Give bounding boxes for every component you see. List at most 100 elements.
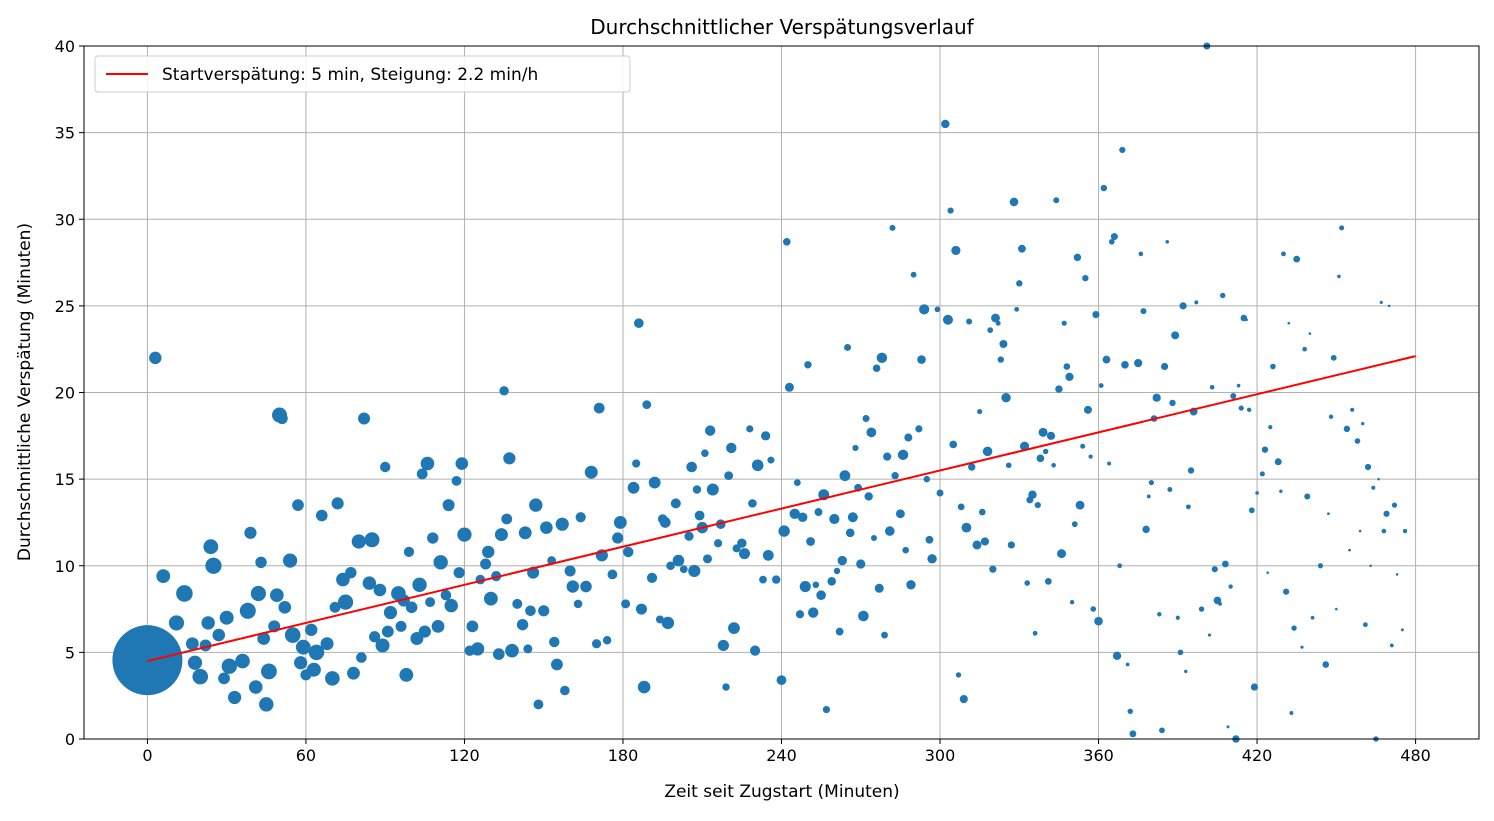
- data-point: [776, 675, 787, 685]
- data-point: [806, 537, 815, 546]
- data-point: [1007, 541, 1015, 549]
- data-point: [261, 663, 277, 680]
- data-point: [1094, 616, 1103, 626]
- data-point: [373, 583, 387, 597]
- data-point: [1304, 493, 1311, 500]
- data-point: [1009, 197, 1019, 207]
- data-point: [1090, 606, 1097, 612]
- data-point: [829, 513, 840, 525]
- y-tick-label: 25: [55, 297, 75, 316]
- data-point: [1248, 507, 1255, 514]
- data-point: [362, 576, 377, 590]
- data-point: [627, 481, 640, 494]
- data-point: [284, 627, 301, 643]
- data-point: [874, 583, 884, 593]
- data-point: [1236, 383, 1241, 388]
- data-point: [949, 440, 958, 449]
- x-tick-label: 60: [296, 746, 316, 765]
- data-point: [501, 513, 513, 525]
- data-point: [866, 427, 877, 438]
- data-point: [551, 658, 563, 671]
- data-point: [1065, 372, 1074, 382]
- data-point: [203, 539, 219, 555]
- data-point: [812, 581, 820, 589]
- data-point: [613, 516, 627, 529]
- data-point: [149, 351, 162, 365]
- data-point: [455, 457, 469, 470]
- data-point: [679, 565, 688, 574]
- data-point: [560, 685, 570, 696]
- data-point: [403, 546, 415, 557]
- data-point: [1238, 405, 1244, 411]
- data-point: [722, 683, 730, 691]
- data-point: [1308, 332, 1312, 335]
- data-point: [493, 648, 505, 660]
- data-point: [555, 517, 569, 531]
- data-point: [648, 476, 661, 489]
- data-point: [1387, 304, 1391, 308]
- y-axis-ticks: 0 5 10 15 20 25 30 35 40: [55, 37, 84, 749]
- data-point: [852, 444, 859, 452]
- y-tick-label: 20: [55, 384, 75, 403]
- fit-line: [147, 355, 1416, 663]
- data-point: [1283, 588, 1290, 595]
- data-point: [1343, 425, 1351, 433]
- data-point: [1032, 630, 1038, 636]
- data-point: [1198, 606, 1205, 612]
- data-point: [329, 601, 341, 613]
- x-tick-label: 300: [925, 746, 956, 765]
- data-point: [1245, 318, 1248, 322]
- data-point: [427, 532, 439, 544]
- data-point: [512, 598, 523, 609]
- data-point: [782, 237, 791, 246]
- data-point: [1001, 392, 1011, 403]
- y-tick-label: 15: [55, 470, 75, 489]
- data-point: [259, 697, 274, 712]
- data-point: [1044, 577, 1052, 585]
- data-point: [612, 532, 624, 544]
- data-point: [201, 616, 215, 630]
- legend-box: [94, 55, 631, 93]
- data-point: [1293, 255, 1301, 263]
- data-point: [941, 119, 950, 129]
- data-point: [923, 475, 931, 483]
- data-point: [762, 549, 774, 561]
- data-point: [942, 314, 953, 325]
- data-point: [858, 610, 869, 622]
- data-point: [442, 499, 455, 512]
- x-tick-label: 420: [1242, 746, 1273, 765]
- data-point: [1391, 502, 1398, 508]
- legend: Startverspätung: 5 min, Steigung: 2.2 mi…: [94, 55, 631, 93]
- data-point: [1302, 346, 1307, 352]
- data-point: [816, 590, 826, 601]
- data-point: [637, 680, 651, 694]
- data-point: [345, 566, 357, 579]
- data-point: [294, 656, 308, 670]
- data-point: [1016, 280, 1023, 287]
- data-point: [482, 545, 495, 559]
- data-point: [1014, 306, 1020, 312]
- data-point: [1211, 566, 1218, 573]
- data-point: [925, 535, 934, 544]
- data-point: [726, 442, 737, 454]
- data-point: [991, 313, 1000, 323]
- data-point: [518, 526, 532, 540]
- data-point: [549, 636, 560, 648]
- data-point: [1220, 292, 1226, 299]
- data-point: [862, 414, 870, 422]
- data-point: [767, 456, 775, 464]
- data-point: [295, 639, 311, 655]
- data-point: [885, 526, 895, 536]
- data-point: [897, 449, 909, 461]
- data-point: [977, 408, 983, 415]
- data-point: [1069, 599, 1075, 605]
- data-point: [218, 672, 230, 685]
- data-point: [499, 386, 509, 396]
- data-point: [957, 503, 965, 511]
- data-point: [1046, 431, 1056, 440]
- data-point: [1169, 399, 1176, 407]
- data-point: [320, 637, 334, 651]
- y-axis-label: Durchschnittliche Verspätung (Minuten): [15, 223, 35, 561]
- data-point: [444, 598, 458, 613]
- data-point: [453, 567, 465, 579]
